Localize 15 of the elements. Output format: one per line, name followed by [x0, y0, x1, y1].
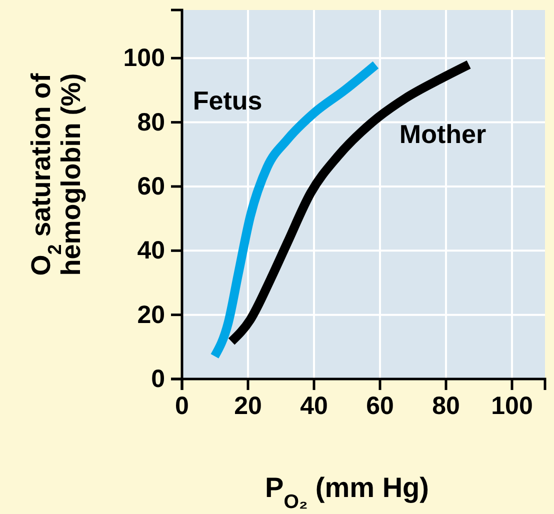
x-tick-label: 0	[175, 392, 189, 420]
y-tick-label: 20	[137, 300, 165, 329]
series-label: Mother	[399, 118, 486, 149]
x-tick-label: 80	[432, 392, 460, 420]
y-tick-label: 60	[137, 172, 165, 200]
x-tick-label: 100	[491, 392, 533, 420]
x-tick-label: 40	[300, 392, 328, 420]
y-tick-label: 80	[137, 108, 165, 136]
y-tick-label: 40	[137, 236, 165, 265]
x-tick-label: 60	[366, 392, 394, 420]
x-axis-title: P$_{O₂}$ (mm Hg)	[265, 472, 429, 513]
series-label: Fetus	[192, 86, 262, 116]
y-tick-label: 0	[151, 365, 165, 393]
x-tick-label: 20	[234, 392, 262, 420]
y-tick-label: 100	[123, 44, 165, 72]
